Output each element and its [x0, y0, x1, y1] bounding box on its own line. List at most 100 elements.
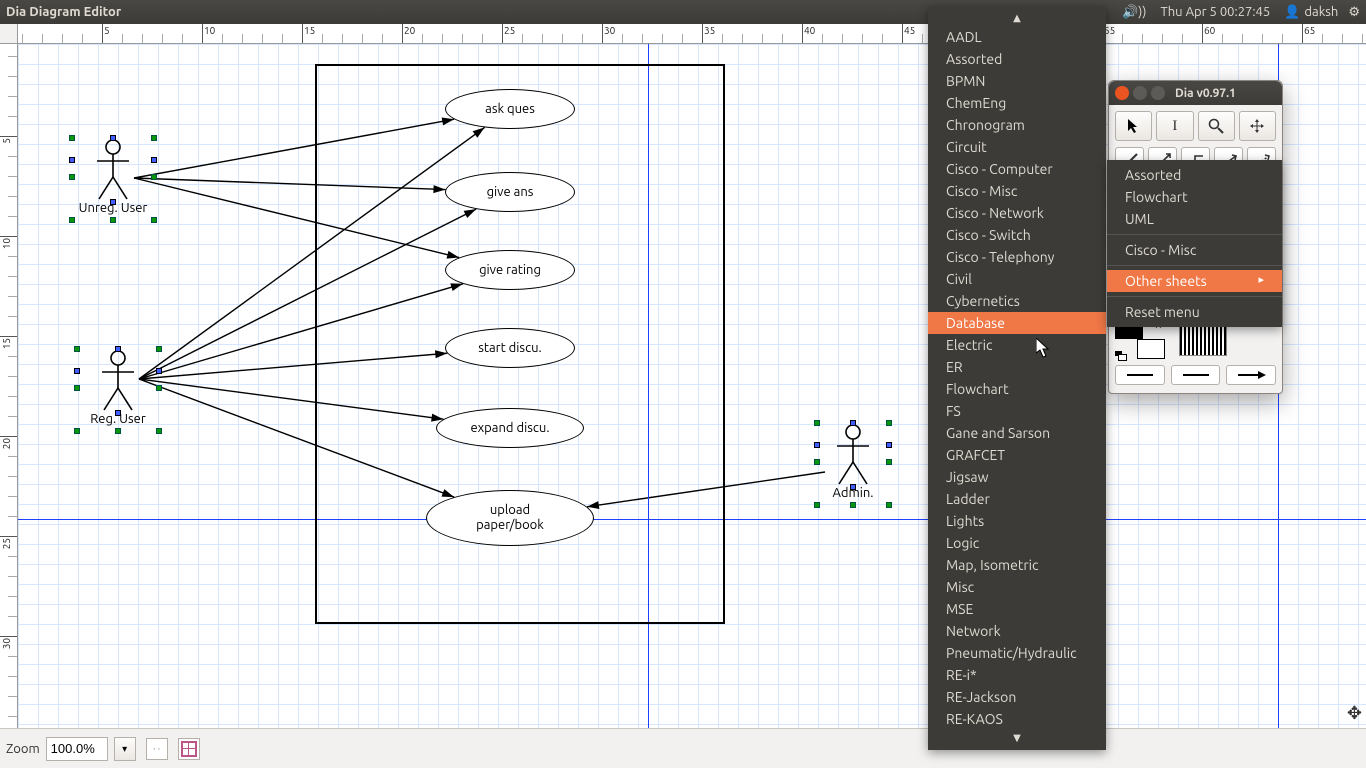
- menu-item[interactable]: RE-KAOS: [928, 708, 1106, 730]
- selection-handle[interactable]: [814, 459, 820, 465]
- line-end-style[interactable]: [1226, 365, 1276, 385]
- connection-point[interactable]: [69, 157, 75, 163]
- connection-point[interactable]: [115, 346, 121, 352]
- usecase-expand[interactable]: expand discu.: [436, 408, 584, 448]
- menu-item[interactable]: FS: [928, 400, 1106, 422]
- close-icon[interactable]: [1115, 86, 1129, 100]
- menu-item[interactable]: Cisco - Switch: [928, 224, 1106, 246]
- menu-item[interactable]: Ladder: [928, 488, 1106, 510]
- menu-item[interactable]: UML: [1107, 208, 1282, 230]
- selection-handle[interactable]: [115, 428, 121, 434]
- sound-icon[interactable]: 🔊)): [1122, 5, 1146, 20]
- connection-point[interactable]: [74, 368, 80, 374]
- usecase-rate[interactable]: give rating: [445, 250, 575, 290]
- menu-scroll-down[interactable]: ▼: [928, 730, 1106, 746]
- sheet-menu[interactable]: ▲AADLAssortedBPMNChemEngChronogramCircui…: [928, 6, 1106, 750]
- menu-item[interactable]: Lights: [928, 510, 1106, 532]
- connection-point[interactable]: [115, 410, 121, 416]
- usecase-upload[interactable]: uploadpaper/book: [426, 490, 594, 546]
- grid-toggle[interactable]: [178, 738, 200, 760]
- clock[interactable]: Thu Apr 5 00:27:45: [1161, 5, 1271, 19]
- selection-handle[interactable]: [850, 502, 856, 508]
- sheet-submenu[interactable]: AssortedFlowchartUML Cisco - Misc Other sh…: [1107, 160, 1282, 327]
- menu-item[interactable]: Gane and Sarson: [928, 422, 1106, 444]
- connection-point[interactable]: [151, 157, 157, 163]
- reset-colors-icon[interactable]: [1115, 351, 1127, 361]
- maximize-icon[interactable]: [1151, 86, 1165, 100]
- selection-handle[interactable]: [69, 174, 75, 180]
- pointer-tool[interactable]: [1115, 111, 1152, 141]
- menu-item[interactable]: Civil: [928, 268, 1106, 290]
- menu-item[interactable]: Database: [928, 312, 1106, 334]
- zoom-dropdown-icon[interactable]: ▾: [114, 737, 136, 761]
- selection-handle[interactable]: [886, 502, 892, 508]
- minimize-icon[interactable]: [1133, 86, 1147, 100]
- connection-point[interactable]: [156, 368, 162, 374]
- menu-item[interactable]: Pneumatic/Hydraulic: [928, 642, 1106, 664]
- connection-point[interactable]: [850, 420, 856, 426]
- menu-item[interactable]: Cisco - Misc: [1107, 239, 1282, 261]
- snap-toggle[interactable]: · ·: [146, 738, 168, 760]
- menu-item[interactable]: Jigsaw: [928, 466, 1106, 488]
- selection-handle[interactable]: [74, 385, 80, 391]
- menu-item[interactable]: Cisco - Misc: [928, 180, 1106, 202]
- gear-icon[interactable]: ⚙: [1348, 5, 1360, 20]
- menu-item[interactable]: Assorted: [928, 48, 1106, 70]
- selection-handle[interactable]: [156, 385, 162, 391]
- menu-item[interactable]: Circuit: [928, 136, 1106, 158]
- selection-handle[interactable]: [69, 135, 75, 141]
- menu-item[interactable]: Network: [928, 620, 1106, 642]
- selection-handle[interactable]: [151, 135, 157, 141]
- menu-item[interactable]: Logic: [928, 532, 1106, 554]
- connection-point[interactable]: [110, 135, 116, 141]
- connection-point[interactable]: [110, 199, 116, 205]
- selection-handle[interactable]: [151, 174, 157, 180]
- menu-scroll-up[interactable]: ▲: [928, 10, 1106, 26]
- menu-item[interactable]: Misc: [928, 576, 1106, 598]
- line-start-style[interactable]: [1115, 365, 1165, 385]
- selection-handle[interactable]: [74, 428, 80, 434]
- menu-item[interactable]: Map, Isometric: [928, 554, 1106, 576]
- selection-handle[interactable]: [886, 459, 892, 465]
- connection-point[interactable]: [850, 484, 856, 490]
- scroll-tool[interactable]: [1239, 111, 1276, 141]
- navigator-icon[interactable]: ✥: [1347, 703, 1362, 724]
- connection-point[interactable]: [886, 442, 892, 448]
- text-tool[interactable]: I: [1156, 111, 1193, 141]
- usecase-ask[interactable]: ask ques: [445, 89, 575, 129]
- selection-handle[interactable]: [151, 217, 157, 223]
- menu-item[interactable]: Flowchart: [1107, 186, 1282, 208]
- menu-item[interactable]: Chronogram: [928, 114, 1106, 136]
- selection-handle[interactable]: [110, 217, 116, 223]
- menu-item[interactable]: Cisco - Computer: [928, 158, 1106, 180]
- menu-item[interactable]: Assorted: [1107, 164, 1282, 186]
- selection-handle[interactable]: [156, 346, 162, 352]
- selection-handle[interactable]: [69, 217, 75, 223]
- selection-handle[interactable]: [74, 346, 80, 352]
- menu-item[interactable]: RE-i*: [928, 664, 1106, 686]
- zoom-tool[interactable]: [1198, 111, 1235, 141]
- zoom-input[interactable]: [46, 737, 108, 761]
- usecase-ans[interactable]: give ans: [445, 172, 575, 212]
- user-menu[interactable]: 👤 daksh: [1284, 5, 1338, 20]
- menu-item[interactable]: GRAFCET: [928, 444, 1106, 466]
- menu-item[interactable]: Cisco - Network: [928, 202, 1106, 224]
- menu-item[interactable]: MSE: [928, 598, 1106, 620]
- menu-item[interactable]: ER: [928, 356, 1106, 378]
- selection-handle[interactable]: [156, 428, 162, 434]
- selection-handle[interactable]: [886, 420, 892, 426]
- menu-item[interactable]: RE-Jackson: [928, 686, 1106, 708]
- bg-color[interactable]: [1137, 339, 1165, 359]
- selection-handle[interactable]: [814, 420, 820, 426]
- line-body-style[interactable]: [1171, 365, 1221, 385]
- menu-item[interactable]: ChemEng: [928, 92, 1106, 114]
- menu-item[interactable]: Electric: [928, 334, 1106, 356]
- menu-item[interactable]: Other sheets: [1107, 270, 1282, 292]
- menu-item[interactable]: Cybernetics: [928, 290, 1106, 312]
- menu-item[interactable]: BPMN: [928, 70, 1106, 92]
- toolbox-titlebar[interactable]: Dia v0.97.1: [1109, 81, 1282, 105]
- menu-item[interactable]: AADL: [928, 26, 1106, 48]
- connection-point[interactable]: [814, 442, 820, 448]
- usecase-start[interactable]: start discu.: [445, 328, 575, 368]
- selection-handle[interactable]: [814, 502, 820, 508]
